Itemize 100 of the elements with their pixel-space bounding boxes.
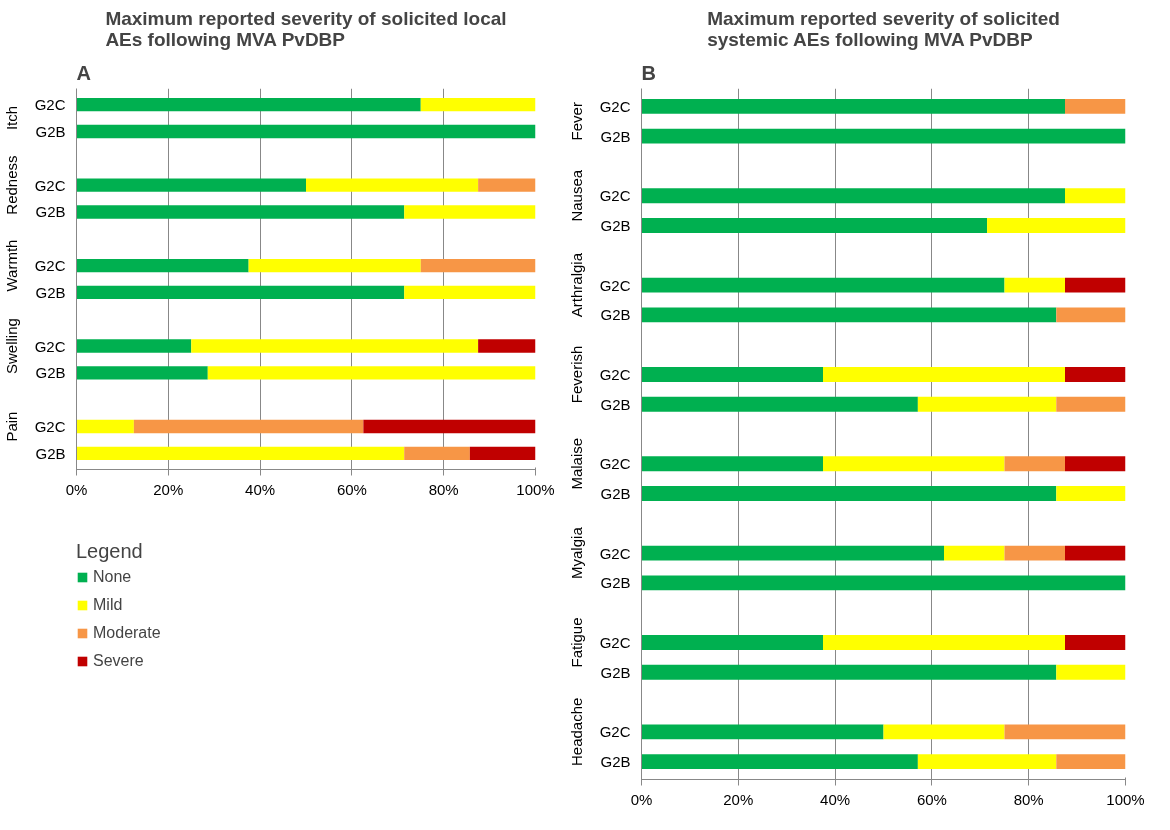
bar bbox=[248, 258, 421, 273]
text: A bbox=[76, 61, 91, 84]
x-tick-label: 40% bbox=[245, 480, 276, 498]
bar bbox=[987, 218, 1126, 233]
x-tick-label: 20% bbox=[723, 790, 754, 808]
bar bbox=[1065, 188, 1126, 204]
bar bbox=[478, 339, 536, 353]
bar bbox=[641, 754, 918, 770]
y-tick-label: G2C bbox=[599, 633, 631, 651]
text: Redness bbox=[3, 155, 21, 215]
bar bbox=[641, 307, 1057, 323]
bar bbox=[1004, 545, 1065, 561]
bar bbox=[469, 446, 536, 461]
x-tick-label: 40% bbox=[820, 790, 851, 808]
bar bbox=[641, 635, 823, 650]
bar bbox=[641, 664, 1057, 680]
bar bbox=[420, 97, 536, 112]
chart-title: Maximum reported severity of solicited systemic AEs following MVA PvDBP bbox=[707, 7, 1060, 50]
x-tick-label: 60% bbox=[336, 480, 367, 498]
y-tick-label: G2B bbox=[600, 574, 631, 592]
bar bbox=[641, 575, 1126, 591]
text: Fatigue bbox=[568, 617, 586, 668]
bar bbox=[404, 285, 536, 300]
text: Swelling bbox=[3, 318, 21, 375]
x-tick-label: 80% bbox=[1013, 790, 1044, 808]
bar bbox=[207, 366, 536, 380]
bar bbox=[306, 178, 479, 192]
bar bbox=[76, 258, 249, 273]
bar bbox=[1065, 545, 1126, 561]
x-tick-label: 100% bbox=[1106, 790, 1145, 808]
bar bbox=[1056, 307, 1126, 323]
y-tick-label: G2B bbox=[600, 395, 631, 413]
bar bbox=[404, 446, 470, 461]
y-tick-label: G2B bbox=[35, 444, 66, 462]
bar bbox=[478, 178, 536, 192]
legend-label: Severe bbox=[93, 652, 144, 670]
text: Headache bbox=[568, 697, 586, 767]
bar bbox=[917, 754, 1057, 770]
bar bbox=[1056, 486, 1126, 502]
bar bbox=[641, 545, 944, 561]
bar bbox=[823, 456, 1005, 472]
bar bbox=[641, 98, 1065, 114]
y-tick-label: G2C bbox=[599, 187, 631, 205]
y-tick-label: G2C bbox=[34, 257, 66, 275]
y-tick-label: G2B bbox=[600, 485, 631, 503]
bar bbox=[420, 258, 536, 273]
bar bbox=[641, 277, 1005, 293]
text: Nausea bbox=[568, 169, 586, 222]
y-tick-label: G2C bbox=[34, 96, 66, 114]
legend-label: Mild bbox=[93, 596, 123, 614]
bar bbox=[641, 188, 1065, 204]
bar bbox=[133, 419, 364, 434]
bar bbox=[76, 124, 536, 139]
chart-title: Maximum reported severity of solicited local AEs following MVA PvDBP bbox=[105, 7, 507, 50]
bar bbox=[1056, 664, 1126, 680]
bar bbox=[641, 724, 884, 740]
bar bbox=[404, 205, 536, 219]
bar bbox=[1065, 366, 1126, 382]
y-tick-label: G2B bbox=[35, 283, 66, 301]
legend-label: Moderate bbox=[93, 624, 161, 642]
bar bbox=[363, 419, 536, 434]
bar bbox=[1004, 456, 1065, 472]
bar bbox=[1056, 754, 1126, 770]
bar bbox=[641, 456, 823, 472]
bar bbox=[76, 366, 208, 380]
x-tick-label: 0% bbox=[65, 480, 88, 498]
bar bbox=[76, 446, 405, 461]
y-tick-label: G2C bbox=[599, 97, 631, 115]
y-tick-label: G2C bbox=[599, 544, 631, 562]
y-tick-label: G2C bbox=[599, 455, 631, 473]
bar bbox=[76, 97, 421, 112]
text: B bbox=[641, 61, 656, 84]
y-tick-label: G2B bbox=[600, 753, 631, 771]
bar bbox=[917, 396, 1057, 412]
y-tick-label: G2B bbox=[600, 127, 631, 145]
bar bbox=[641, 366, 823, 382]
x-tick-label: 80% bbox=[428, 480, 459, 498]
x-tick-label: 20% bbox=[153, 480, 184, 498]
y-tick-label: G2C bbox=[599, 365, 631, 383]
bar bbox=[76, 205, 405, 219]
text: Myalgia bbox=[568, 526, 586, 579]
bar bbox=[1065, 98, 1126, 114]
bar bbox=[641, 218, 988, 233]
y-tick-label: G2C bbox=[599, 723, 631, 741]
y-tick-label: G2B bbox=[35, 364, 66, 382]
bar bbox=[823, 635, 1065, 650]
bar bbox=[883, 724, 1005, 740]
text: Malaise bbox=[568, 437, 586, 490]
bar bbox=[76, 339, 192, 353]
legend-label: None bbox=[93, 568, 132, 586]
y-tick-label: G2C bbox=[34, 176, 66, 194]
y-tick-label: G2B bbox=[600, 217, 631, 235]
bar bbox=[1004, 724, 1126, 740]
bar bbox=[944, 545, 1005, 561]
x-tick-label: 0% bbox=[630, 790, 653, 808]
bar bbox=[1056, 396, 1126, 412]
x-tick-label: 100% bbox=[516, 480, 555, 498]
legend-title: Legend bbox=[76, 540, 144, 563]
bar bbox=[76, 285, 405, 300]
bar bbox=[1004, 277, 1065, 293]
